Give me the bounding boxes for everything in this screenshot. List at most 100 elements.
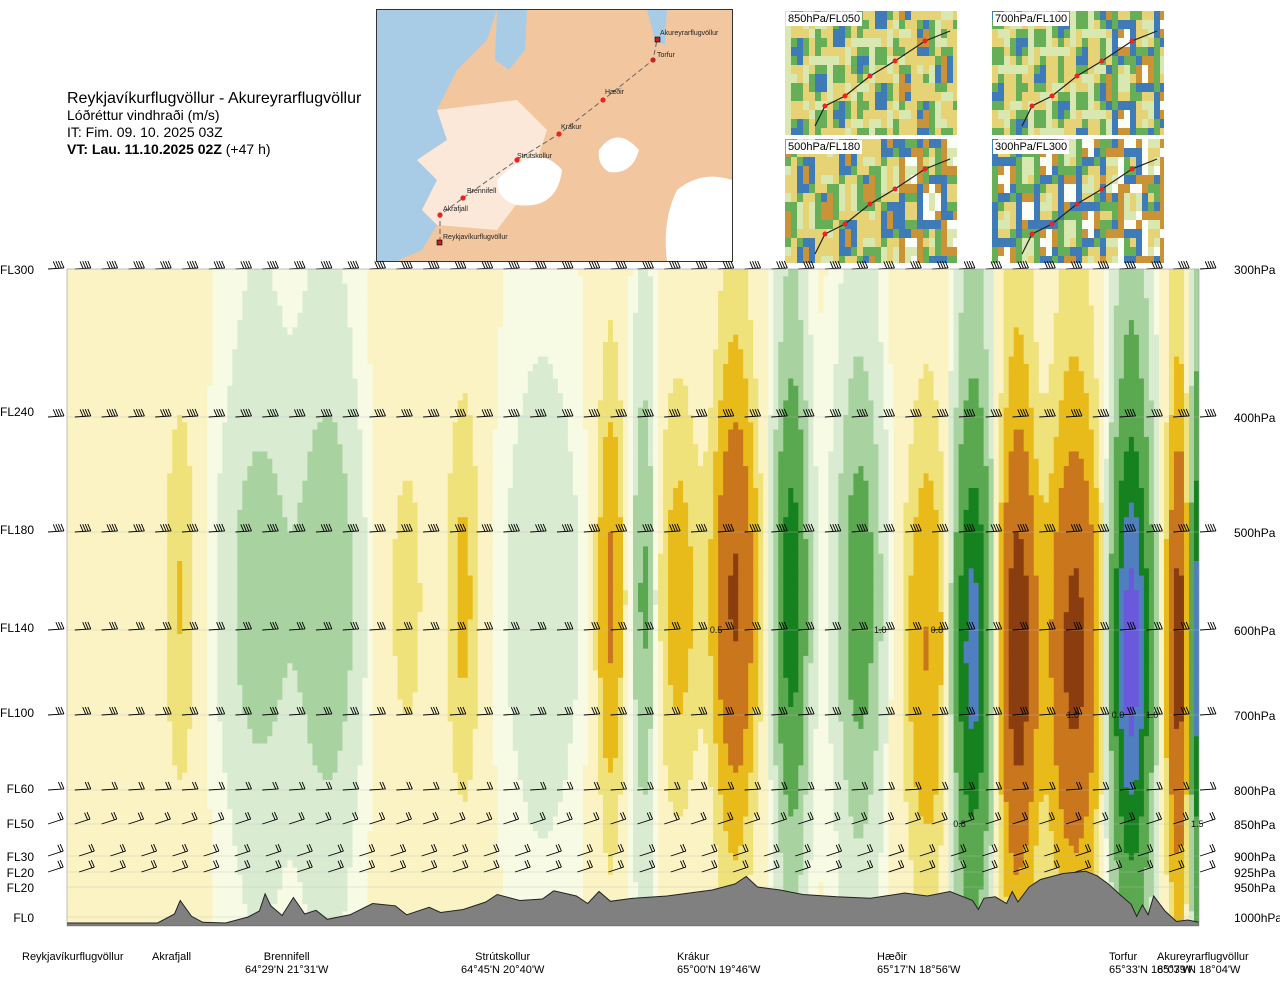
field-cell: [828, 546, 839, 555]
field-cell: [998, 517, 1005, 526]
field-cell: [1008, 371, 1030, 380]
field-cell: [1003, 305, 1035, 314]
thumb-cell: [863, 20, 870, 30]
thumb-850[interactable]: 850hPa/FL050: [785, 11, 957, 135]
thumb-cell: [869, 157, 876, 167]
thumb-cell: [1142, 110, 1149, 120]
thumb-cell: [1136, 56, 1143, 66]
thumb-cell: [1064, 184, 1071, 194]
thumb-cell: [1124, 47, 1131, 57]
field-cell: [587, 444, 599, 453]
field-cell: [773, 342, 779, 350]
field-cell: [978, 385, 990, 394]
field-cell: [1128, 575, 1135, 584]
thumb-500[interactable]: 500hPa/FL180: [785, 139, 957, 263]
field-cell: [818, 568, 829, 577]
field-cell: [958, 502, 970, 511]
field-cell: [763, 517, 769, 526]
thumb-cell: [929, 56, 936, 66]
field-cell: [648, 429, 654, 438]
thumb-cell: [947, 101, 954, 111]
field-cell: [207, 531, 218, 540]
thumb-cell: [911, 184, 918, 194]
field-cell: [668, 509, 689, 518]
thumb-cell: [1148, 256, 1155, 263]
field-cell: [653, 597, 659, 606]
field-cell: [848, 385, 870, 394]
field-cell: [1143, 385, 1150, 394]
field-cell: [1093, 349, 1105, 358]
field-cell: [1033, 495, 1045, 504]
thumb-cell: [1100, 148, 1107, 158]
thumb-cell: [917, 47, 924, 57]
field-cell: [683, 378, 714, 387]
field-cell: [602, 393, 619, 401]
field-cell: [663, 473, 714, 482]
field-cell: [1048, 480, 1065, 489]
thumb-cell: [809, 166, 816, 176]
thumb-cell: [863, 29, 870, 39]
field-cell: [1003, 473, 1010, 482]
field-cell: [457, 546, 469, 555]
thumb-cell: [905, 166, 912, 176]
thumb-cell: [1136, 211, 1143, 221]
field-cell: [1193, 502, 1199, 511]
field-cell: [587, 458, 599, 467]
field-cell: [372, 422, 454, 431]
field-cell: [1173, 502, 1185, 511]
thumb-cell: [917, 157, 924, 167]
field-cell: [803, 356, 814, 365]
thumb-cell: [1070, 184, 1077, 194]
field-cell: [658, 597, 669, 606]
field-cell: [1008, 473, 1030, 482]
thumb-cell: [1040, 92, 1047, 102]
thumb-850-label: 850hPa/FL050: [786, 12, 863, 26]
field-cell: [1148, 378, 1160, 387]
field-cell: [758, 597, 764, 606]
field-cell: [828, 604, 839, 613]
field-cell: [237, 575, 354, 584]
field-cell: [1118, 604, 1125, 613]
thumb-cell: [992, 166, 999, 176]
field-cell: [1053, 539, 1095, 547]
field-cell: [758, 590, 764, 599]
field-cell: [943, 466, 950, 474]
field-cell: [1033, 269, 1060, 277]
field-cell: [222, 458, 253, 467]
field-cell: [367, 283, 504, 292]
thumb-cell: [1004, 110, 1011, 120]
field-cell: [893, 422, 915, 431]
field-cell: [948, 517, 955, 526]
field-cell: [1143, 509, 1150, 518]
thumb-300[interactable]: 300hPa/FL300: [992, 139, 1164, 263]
field-cell: [1103, 480, 1110, 489]
thumb-cell: [998, 110, 1005, 120]
field-cell: [1193, 524, 1199, 533]
field-cell: [758, 546, 764, 555]
thumb-700[interactable]: 700hPa/FL100: [992, 11, 1164, 135]
field-cell: [627, 604, 634, 613]
field-cell: [1008, 568, 1025, 577]
thumb-cell: [869, 128, 876, 135]
field-cell: [1168, 371, 1175, 380]
field-cell: [272, 276, 309, 285]
thumb-cell: [1118, 220, 1125, 230]
field-cell: [1108, 327, 1115, 336]
field-cell: [688, 407, 709, 416]
field-cell: [1013, 327, 1020, 336]
field-cell: [1188, 312, 1195, 321]
field-cell: [988, 582, 995, 591]
field-cell: [622, 480, 629, 489]
field-cell: [1098, 393, 1105, 401]
field-cell: [1158, 539, 1165, 547]
field-cell: [207, 502, 218, 511]
field-cell: [733, 334, 739, 343]
field-cell: [818, 524, 829, 533]
field-cell: [1093, 553, 1100, 562]
field-cell: [307, 283, 349, 292]
thumb-cell: [1106, 184, 1113, 194]
field-cell: [1103, 305, 1110, 314]
thumb-cell: [1082, 110, 1089, 120]
field-cell: [512, 444, 569, 453]
field-cell: [1028, 575, 1040, 584]
